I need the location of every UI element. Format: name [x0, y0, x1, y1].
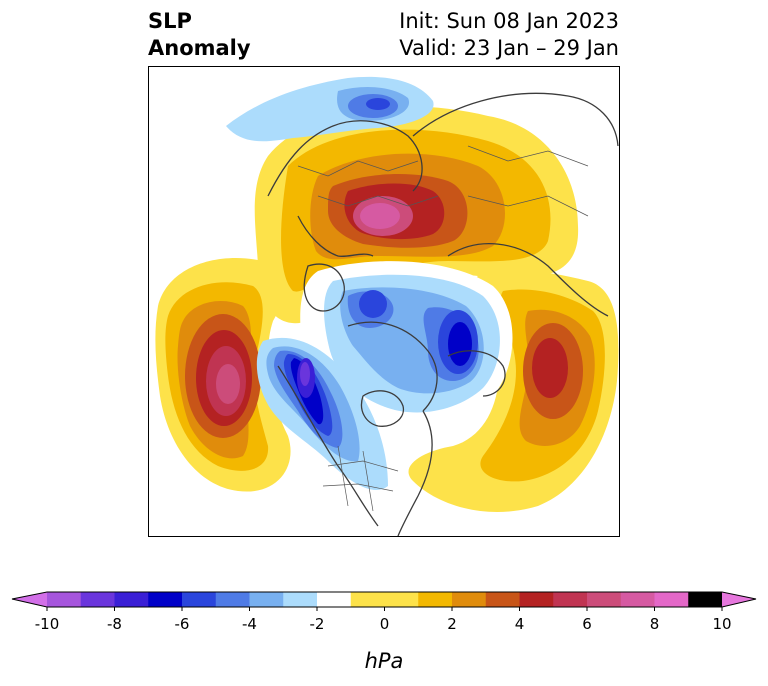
slp-anomaly-map [148, 66, 620, 537]
colorbar-tick-label: -6 [175, 615, 190, 633]
negative-anomaly-western-north-america [256, 337, 388, 490]
colorbar-tick-label: 6 [582, 615, 592, 633]
valid-range: Valid: 23 Jan – 29 Jan [399, 36, 619, 60]
colorbar-tick-label: -4 [242, 615, 257, 633]
colorbar-tick-label: 0 [380, 615, 390, 633]
map-title-left: SLP Anomaly [148, 8, 251, 62]
colorbar-tick-label: -2 [310, 615, 325, 633]
colorbar-tick-label: 8 [650, 615, 660, 633]
colorbar-tick-label: 10 [712, 615, 731, 633]
positive-anomaly-north-pacific [155, 258, 291, 492]
coastline-north-america [277, 321, 438, 537]
map-title-right: Init: Sun 08 Jan 2023 Valid: 23 Jan – 29… [399, 8, 619, 62]
colorbar-bin [587, 592, 622, 607]
colorbar-bin [80, 592, 115, 607]
country-borders [297, 145, 589, 512]
positive-anomaly-siberia [408, 270, 619, 512]
colorbar-bins [47, 592, 723, 607]
coastline-europe [267, 120, 423, 258]
colorbar-bin [654, 592, 689, 607]
colorbar-bin [620, 592, 655, 607]
colorbar-bin [114, 592, 149, 607]
colorbar-tick-label: -10 [35, 615, 60, 633]
coastline-greenland [303, 263, 345, 312]
coastline-asia [412, 92, 619, 317]
coastline-alaska [447, 350, 506, 397]
colorbar-bin [148, 592, 183, 607]
colorbar-bin [350, 592, 419, 607]
colorbar-bin [283, 592, 318, 607]
colorbar-bin [249, 592, 284, 607]
colorbar-tick-label: 2 [447, 615, 457, 633]
title-type: Anomaly [148, 36, 251, 60]
map-frame [148, 66, 620, 537]
colorbar-unit: hPa [365, 649, 404, 673]
colorbar-extend-high [722, 592, 756, 607]
colorbar: -10 -8 -6 -4 -2 0 2 4 6 8 10 hPa [11, 591, 757, 673]
coastline-hudson-bay [360, 390, 405, 427]
colorbar-extend-low [12, 592, 47, 607]
coastlines [267, 92, 619, 537]
title-variable: SLP [148, 9, 192, 33]
colorbar-bin [418, 592, 453, 607]
colorbar-bin [485, 592, 520, 607]
colorbar-bin [215, 592, 250, 607]
colorbar-bin [47, 592, 82, 607]
colorbar-bin [519, 592, 554, 607]
colorbar-tick-label: -8 [107, 615, 122, 633]
colorbar-ticks: -10 -8 -6 -4 -2 0 2 4 6 8 10 [35, 607, 732, 633]
negative-anomaly-arctic [300, 261, 513, 428]
colorbar-bin [553, 592, 588, 607]
colorbar-tick-label: 4 [515, 615, 525, 633]
negative-anomaly-north [226, 76, 434, 142]
colorbar-bin [317, 592, 352, 607]
colorbar-bin [452, 592, 487, 607]
colorbar-bin [182, 592, 217, 607]
init-date: Init: Sun 08 Jan 2023 [399, 9, 619, 33]
colorbar-bin [688, 592, 723, 607]
